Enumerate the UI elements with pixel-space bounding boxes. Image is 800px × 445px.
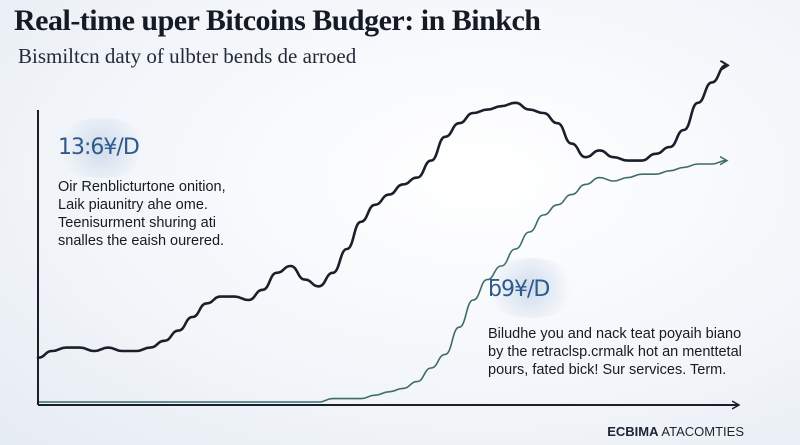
callout-highlight — [52, 118, 152, 178]
chart-title: Real-time uper Bitcoins Budger: in Binkc… — [14, 4, 541, 37]
chart-subtitle: Bismiltcn daty of ulbter bends de arroed — [18, 44, 357, 68]
callout-note-line: Biludhe you and nack teat poyaih biano — [488, 326, 742, 342]
callout-highlight — [480, 258, 580, 318]
callout-note-line: Laik piaunitry ahe ome. — [58, 197, 208, 213]
brand-rest: ATACOMTIES — [658, 424, 744, 439]
callout-note-line: pours, fated bick! Sur services. Term. — [488, 362, 727, 378]
callout-value: 13:6¥/D — [58, 135, 140, 160]
series-line — [36, 65, 726, 360]
brand-footer: ECBIMA ATACOMTIES — [607, 424, 744, 439]
callout-note: Oir Renblicturtone onition, Laik piaunit… — [58, 178, 226, 250]
callout-note-line: Oir Renblicturtone onition, — [58, 179, 226, 195]
brand-bold: ECBIMA — [607, 424, 659, 439]
series-line — [37, 161, 726, 403]
callout-note-line: Teenisurment shuring ati — [58, 215, 216, 231]
callout-note-line: snalles the eaish ourered. — [58, 233, 225, 249]
callout-value: ƃ9¥/D — [488, 277, 550, 302]
callout-note-line: by the retraclsp.crmalk hot an menttetal — [488, 344, 742, 360]
callout-note: Biludhe you and nack teat poyaih biano b… — [488, 325, 742, 379]
